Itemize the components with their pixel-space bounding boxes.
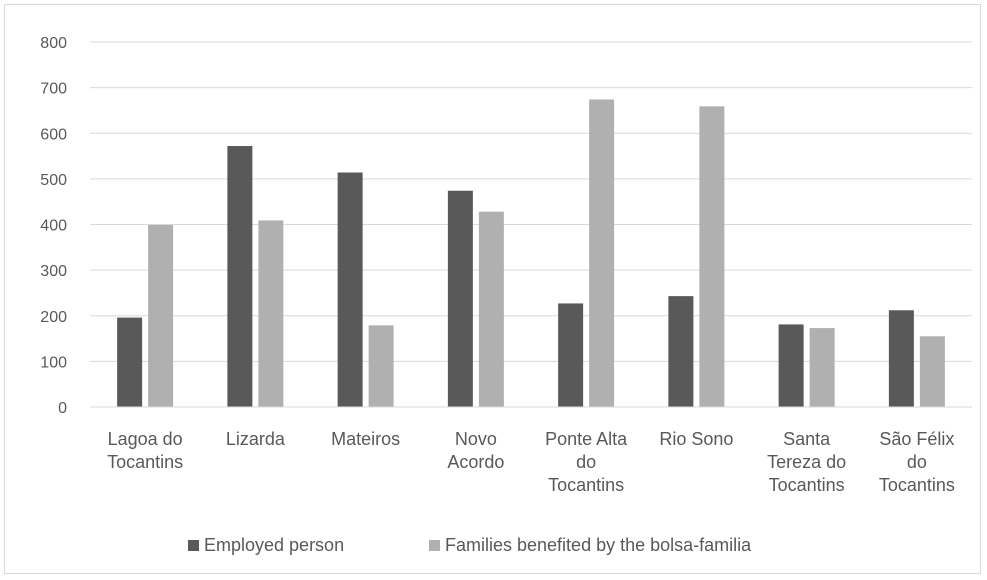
legend: Employed person Families benefited by the… [188,535,752,555]
bar-series-1-category-4 [589,99,615,408]
bar-series-1-category-0 [148,224,174,407]
y-axis-tick-labels: 0 100 200 300 400 500 600 700 800 [40,35,67,417]
legend-label: Employed person [204,535,344,555]
y-tick-label: 100 [40,354,67,371]
bars [117,99,945,408]
bar-series-1-category-7 [919,336,945,407]
y-tick-label: 0 [58,400,67,417]
bar-series-1-category-1 [258,220,284,407]
legend-swatch [188,540,199,551]
y-tick-label: 300 [40,263,67,280]
chart-area: 0 100 200 300 400 500 600 700 800 Lagoa do Tocant… [4,4,981,574]
legend-item-0: Employed person [188,535,344,555]
bar-series-1-category-5 [699,106,725,408]
bar-series-1-category-3 [478,211,504,407]
x-category-label: São Félix do Tocantins [879,429,955,495]
bar-series-0-category-0 [117,317,143,407]
bar-series-1-category-2 [368,325,394,407]
bar-series-0-category-3 [447,190,473,407]
bar-chart: 0 100 200 300 400 500 600 700 800 Lagoa do Tocant… [40,35,972,555]
bar-series-0-category-2 [337,172,363,407]
bar-series-1-category-6 [809,328,835,407]
x-category-label: Rio Sono [659,429,733,449]
gridlines [90,41,972,362]
x-category-label: Ponte Alta do Tocantins [545,429,628,495]
x-category-label: Santa Tereza do Tocantins [767,429,846,495]
y-tick-label: 800 [40,35,67,52]
y-tick-label: 700 [40,81,67,98]
x-category-label: Lizarda [226,429,286,449]
x-category-label: Lagoa do Tocantins [107,429,183,472]
y-tick-label: 600 [40,126,67,143]
legend-item-1: Families benefited by the bolsa-familia [429,535,752,555]
y-tick-label: 200 [40,309,67,326]
x-category-label: Mateiros [331,429,400,449]
y-tick-label: 400 [40,218,67,235]
bar-series-0-category-1 [227,146,253,407]
x-axis-category-labels: Lagoa do Tocantins Lizarda Mateiros Novo Acor… [107,429,955,495]
legend-label: Families benefited by the bolsa-familia [445,535,752,555]
y-tick-label: 500 [40,172,67,189]
bar-series-0-category-6 [778,324,804,407]
bar-series-0-category-5 [668,296,694,407]
bar-series-0-category-7 [888,310,914,407]
x-category-label: Novo Acordo [447,429,504,472]
legend-swatch [429,540,440,551]
bar-series-0-category-4 [558,303,584,407]
